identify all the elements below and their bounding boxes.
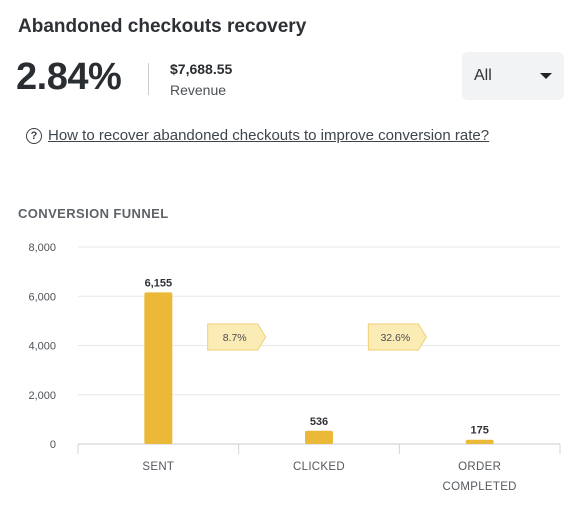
step-rate-badge: [207, 323, 267, 351]
y-tick-label: 2,000: [28, 390, 56, 402]
y-tick-label: 0: [50, 439, 56, 451]
x-tick-label: SENT: [142, 461, 174, 473]
step-rate-label: 8.7%: [223, 332, 247, 344]
conversion-rate: 2.84%: [16, 56, 122, 98]
bar-order-completed: [465, 439, 494, 444]
card-title: Abandoned checkouts recovery: [18, 16, 307, 37]
x-tick-label: CLICKED: [293, 461, 345, 473]
step-rate-label: 32.6%: [380, 332, 410, 344]
section-label: CONVERSION FUNNEL: [18, 206, 169, 221]
data-label: 175: [470, 425, 488, 437]
x-tick-label: COMPLETED: [443, 481, 517, 493]
y-tick-label: 6,000: [28, 291, 56, 303]
data-label: 6,155: [145, 277, 173, 289]
y-tick-label: 4,000: [28, 341, 56, 353]
data-label: 536: [310, 416, 328, 428]
help-link[interactable]: How to recover abandoned checkouts to im…: [48, 127, 490, 144]
help-row: ? How to recover abandoned checkouts to …: [26, 127, 489, 144]
stat-divider: [148, 63, 149, 95]
x-tick-label: ORDER: [458, 461, 501, 473]
bar-sent: [144, 292, 173, 444]
revenue-label: Revenue: [170, 82, 227, 98]
filter-selected-value: All: [474, 67, 492, 84]
step-rate-badge: [367, 323, 427, 351]
y-tick-label: 8,000: [28, 242, 56, 254]
bar-clicked: [305, 430, 333, 444]
filter-select[interactable]: All: [462, 52, 564, 100]
revenue-value: $7,688.55: [170, 61, 233, 77]
caret-down-icon: [540, 73, 552, 79]
conversion-funnel-chart: 0 2,000 4,000 6,000 8,000 6,155 SENT 536 CLICKED…: [28, 242, 561, 493]
question-circle-icon: ?: [26, 127, 42, 144]
